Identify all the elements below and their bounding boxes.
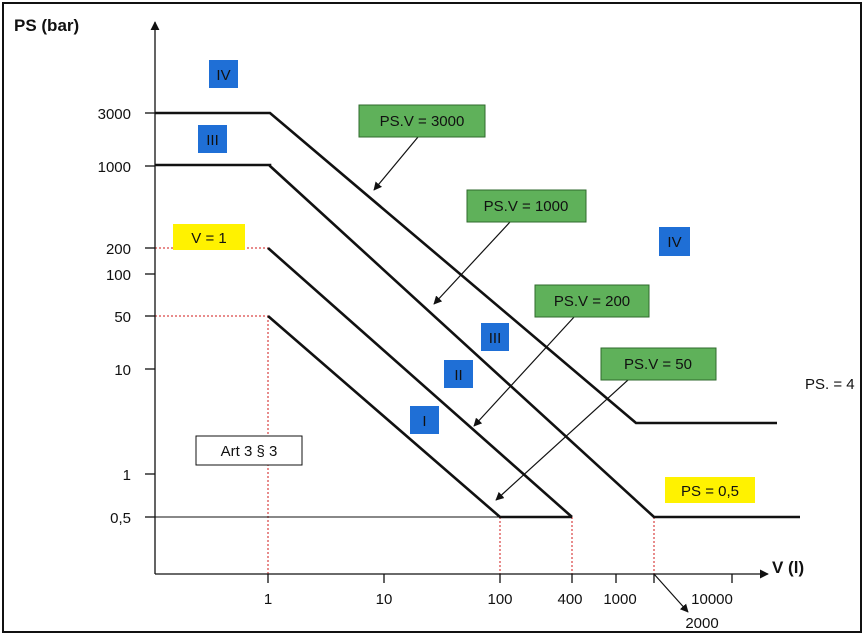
psv-50-label: PS.V = 50 [624, 356, 692, 373]
arrow-2000 [653, 573, 689, 613]
zone-badge-iv-top: IV [209, 60, 238, 88]
psv-50-box: PS.V = 50 [600, 347, 717, 381]
svg-text:III: III [206, 132, 219, 149]
zone-badge-iii-left: III [198, 125, 227, 153]
ps-eq-4-label: PS. = 4 [805, 376, 855, 393]
y-tick-label: 50 [114, 309, 131, 326]
psv-200-box: PS.V = 200 [534, 284, 650, 318]
y-tick-label: 100 [106, 267, 131, 284]
ps-eq-05-box: PS = 0,5 [665, 477, 755, 503]
zone-badge-iv-right: IV [659, 227, 690, 256]
label-arrows [373, 136, 689, 613]
arrow-psv-200 [473, 315, 576, 427]
curve-psv-3000 [155, 111, 777, 425]
y-tick-label: 3000 [98, 106, 131, 123]
v-eq-1-label: V = 1 [191, 230, 226, 247]
svg-text:II: II [454, 367, 462, 384]
x-tick-marks [267, 574, 733, 583]
psv-1000-label: PS.V = 1000 [484, 198, 569, 215]
x-axis-title: V (l) [772, 558, 804, 577]
psv-1000-box: PS.V = 1000 [466, 189, 587, 223]
x-tick-label: 100 [487, 591, 512, 608]
x-tick-label: 10000 [691, 591, 733, 608]
y-tick-label: 0,5 [110, 510, 131, 527]
svg-text:I: I [422, 413, 426, 430]
y-tick-label: 10 [114, 362, 131, 379]
psv-3000-label: PS.V = 3000 [380, 113, 465, 130]
arrow-psv-3000 [373, 136, 419, 191]
art-label: Art 3 § 3 [221, 443, 278, 460]
art-box: Art 3 § 3 [195, 435, 303, 466]
y-tick-label: 1000 [98, 159, 131, 176]
y-tick-marks [145, 112, 155, 518]
curve-psv-1000 [155, 163, 800, 519]
arrow-psv-50 [495, 379, 629, 501]
zone-badge-ii: II [444, 360, 473, 388]
svg-text:IV: IV [667, 234, 681, 251]
zone-badge-iii: III [481, 323, 509, 351]
curves [155, 111, 800, 519]
x-tick-label-2000: 2000 [685, 615, 718, 632]
arrow-psv-1000 [433, 221, 511, 305]
curve-psv-50 [267, 315, 572, 519]
v-eq-1-box: V = 1 [173, 224, 245, 250]
x-tick-label: 1 [264, 591, 272, 608]
curve-psv-200 [267, 247, 573, 518]
psv-3000-box: PS.V = 3000 [358, 104, 486, 138]
y-tick-label: 1 [123, 467, 131, 484]
y-axis-title: PS (bar) [14, 16, 79, 35]
x-tick-label: 400 [557, 591, 582, 608]
x-tick-label: 1000 [603, 591, 636, 608]
y-tick-label: 200 [106, 241, 131, 258]
x-tick-label: 10 [376, 591, 393, 608]
ps-eq-05-label: PS = 0,5 [681, 483, 739, 500]
psv-200-label: PS.V = 200 [554, 293, 630, 310]
svg-text:III: III [489, 330, 502, 347]
zone-badge-i: I [410, 406, 439, 434]
svg-text:IV: IV [216, 67, 230, 84]
